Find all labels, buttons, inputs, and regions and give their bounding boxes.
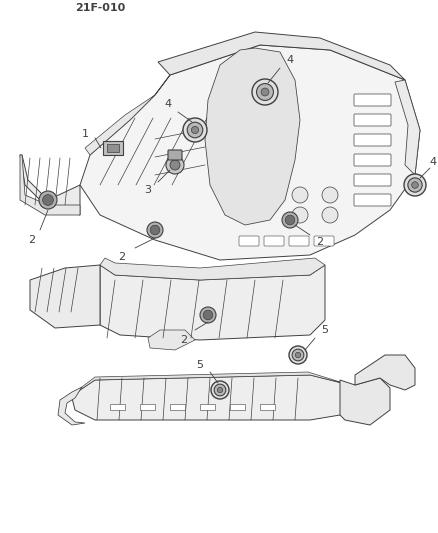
Text: 4: 4	[286, 55, 293, 65]
Polygon shape	[354, 355, 414, 390]
FancyBboxPatch shape	[313, 236, 333, 246]
Circle shape	[217, 387, 222, 393]
Circle shape	[39, 191, 57, 209]
FancyBboxPatch shape	[353, 114, 390, 126]
Polygon shape	[80, 372, 349, 390]
Circle shape	[285, 215, 294, 225]
FancyBboxPatch shape	[263, 236, 283, 246]
Circle shape	[211, 381, 229, 399]
Circle shape	[147, 222, 162, 238]
Circle shape	[203, 310, 212, 320]
Polygon shape	[205, 48, 299, 225]
Bar	[230, 404, 244, 410]
Bar	[107, 144, 119, 152]
Polygon shape	[80, 45, 419, 260]
Polygon shape	[58, 387, 85, 425]
Circle shape	[403, 174, 425, 196]
FancyBboxPatch shape	[353, 154, 390, 166]
Circle shape	[200, 307, 215, 323]
Text: 2: 2	[316, 237, 323, 247]
Circle shape	[321, 207, 337, 223]
Text: 21F-010: 21F-010	[75, 3, 125, 13]
Bar	[103, 141, 123, 155]
Circle shape	[291, 349, 303, 361]
Text: 2: 2	[28, 235, 35, 245]
Text: 4: 4	[164, 99, 171, 109]
Circle shape	[166, 156, 184, 174]
Circle shape	[170, 160, 180, 170]
Circle shape	[256, 84, 273, 100]
Text: 5: 5	[196, 360, 203, 370]
FancyBboxPatch shape	[353, 194, 390, 206]
Circle shape	[291, 187, 307, 203]
Polygon shape	[20, 155, 80, 215]
Polygon shape	[394, 80, 419, 175]
Bar	[259, 404, 274, 410]
Circle shape	[183, 118, 207, 142]
Text: 5: 5	[321, 325, 328, 335]
Circle shape	[150, 225, 159, 235]
Circle shape	[214, 384, 225, 396]
Bar	[200, 404, 215, 410]
Text: 4: 4	[428, 157, 435, 167]
Polygon shape	[148, 330, 194, 350]
Circle shape	[321, 187, 337, 203]
Circle shape	[281, 212, 297, 228]
Bar	[170, 404, 184, 410]
Circle shape	[187, 122, 202, 138]
FancyBboxPatch shape	[238, 236, 258, 246]
Bar	[140, 404, 155, 410]
FancyBboxPatch shape	[168, 150, 182, 160]
Polygon shape	[85, 75, 170, 155]
Polygon shape	[100, 265, 324, 340]
FancyBboxPatch shape	[353, 134, 390, 146]
Text: 2: 2	[118, 252, 125, 262]
Circle shape	[42, 195, 53, 205]
Polygon shape	[20, 155, 80, 215]
FancyBboxPatch shape	[353, 174, 390, 186]
Text: 3: 3	[144, 185, 151, 195]
Circle shape	[407, 178, 421, 192]
Circle shape	[191, 126, 198, 134]
Text: 1: 1	[81, 129, 88, 139]
Polygon shape	[30, 265, 100, 328]
Circle shape	[291, 207, 307, 223]
Polygon shape	[158, 32, 404, 80]
Circle shape	[251, 79, 277, 105]
FancyBboxPatch shape	[353, 94, 390, 106]
Polygon shape	[72, 375, 354, 420]
Polygon shape	[100, 258, 324, 280]
Bar	[110, 404, 125, 410]
Circle shape	[261, 88, 268, 96]
Polygon shape	[339, 378, 389, 425]
FancyBboxPatch shape	[288, 236, 308, 246]
Text: 2: 2	[180, 335, 187, 345]
Circle shape	[295, 352, 300, 358]
Circle shape	[411, 182, 417, 188]
Circle shape	[288, 346, 306, 364]
